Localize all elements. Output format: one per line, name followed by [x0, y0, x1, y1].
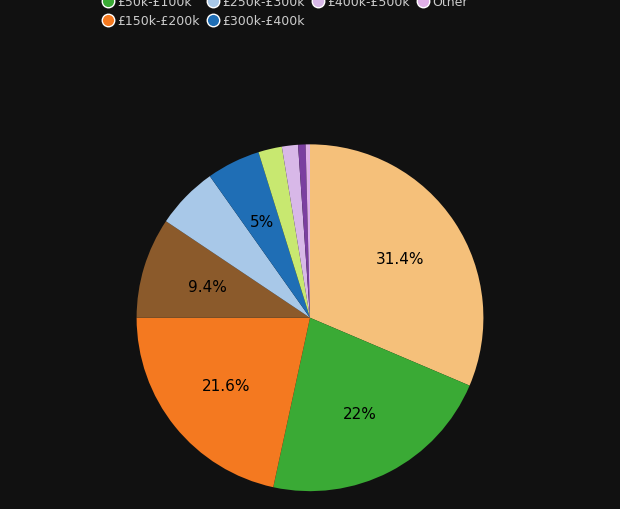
Text: 21.6%: 21.6% [202, 378, 250, 393]
Wedge shape [136, 222, 310, 318]
Legend: £100k-£150k, £50k-£100k, £150k-£200k, £200k-£250k, £250k-£300k, £300k-£400k, und: £100k-£150k, £50k-£100k, £150k-£200k, £2… [100, 0, 520, 34]
Wedge shape [136, 318, 310, 487]
Text: 31.4%: 31.4% [376, 251, 424, 266]
Wedge shape [273, 318, 469, 491]
Wedge shape [282, 146, 310, 318]
Wedge shape [210, 153, 310, 318]
Text: 5%: 5% [250, 214, 275, 230]
Text: 22%: 22% [342, 406, 376, 421]
Wedge shape [166, 177, 310, 318]
Wedge shape [298, 145, 310, 318]
Wedge shape [310, 145, 484, 386]
Text: 9.4%: 9.4% [188, 279, 226, 294]
Wedge shape [306, 145, 310, 318]
Wedge shape [259, 148, 310, 318]
